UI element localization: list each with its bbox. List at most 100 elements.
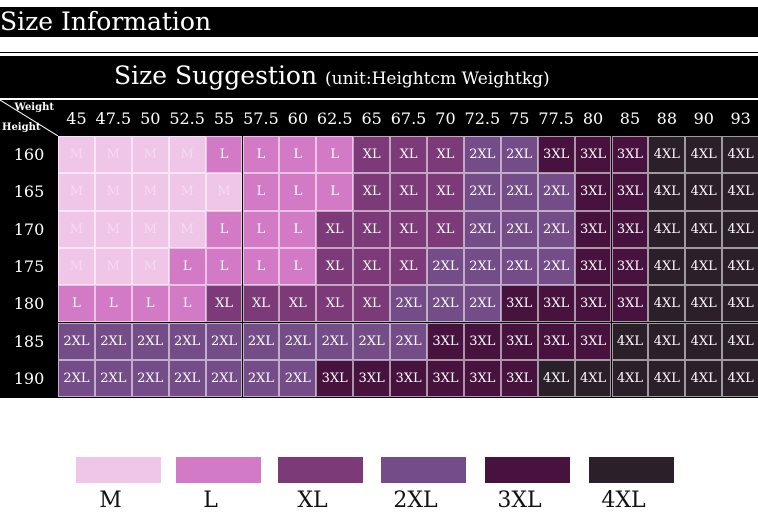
size-cell: 3XL: [574, 210, 612, 248]
size-cell: 3XL: [611, 173, 649, 211]
size-cell: 2XL: [131, 322, 169, 360]
size-cell: L: [58, 285, 95, 323]
size-cell: 3XL: [500, 285, 538, 323]
diagonal-line-icon: [0, 100, 58, 136]
size-cell: L: [316, 173, 354, 211]
size-cell: 2XL: [58, 322, 95, 360]
height-header: 165: [0, 173, 58, 211]
weight-header: 45: [58, 100, 95, 136]
size-cell: M: [58, 136, 95, 174]
size-cell: 2XL: [427, 247, 464, 286]
size-cell: XL: [427, 210, 464, 248]
suggestion-bar: Size Suggestion (unit:Heightcm Weightkg): [0, 56, 758, 98]
size-cell: XL: [316, 285, 354, 323]
weight-header: 65: [353, 100, 391, 136]
legend-label: M: [99, 488, 122, 513]
size-cell: 2XL: [463, 136, 501, 174]
size-cell: 4XL: [537, 359, 575, 398]
size-cell: 2XL: [463, 210, 501, 248]
size-cell: 3XL: [611, 247, 649, 286]
weight-header: 67.5: [390, 100, 427, 136]
weight-header: 88: [648, 100, 686, 136]
size-cell: 4XL: [611, 322, 649, 360]
size-cell: L: [242, 173, 280, 211]
size-cell: 4XL: [648, 285, 686, 323]
size-cell: 2XL: [427, 285, 464, 323]
size-cell: 2XL: [168, 359, 206, 398]
size-cell: L: [242, 247, 280, 286]
unit-note: (unit:Heightcm Weightkg): [325, 69, 550, 89]
size-cell: 2XL: [390, 322, 427, 360]
size-cell: XL: [353, 173, 391, 211]
size-cell: 4XL: [722, 173, 758, 211]
size-cell: M: [131, 136, 169, 174]
size-cell: 3XL: [574, 285, 612, 323]
size-cell: 4XL: [574, 359, 612, 398]
size-cell: 3XL: [427, 322, 464, 360]
size-cell: 3XL: [463, 359, 501, 398]
size-cell: 2XL: [463, 247, 501, 286]
divider: [0, 52, 758, 53]
size-cell: 4XL: [722, 136, 758, 174]
weight-header: 47.5: [94, 100, 132, 136]
legend-swatch: [278, 457, 363, 483]
legend-label: L: [203, 488, 218, 513]
size-cell: 2XL: [537, 210, 575, 248]
size-cell: 4XL: [648, 359, 686, 398]
suggestion-heading: Size Suggestion (unit:Heightcm Weightkg): [114, 60, 550, 95]
size-cell: 3XL: [353, 359, 391, 398]
corner-height-label: Height: [2, 122, 41, 133]
size-cell: 2XL: [390, 285, 427, 323]
size-cell: 3XL: [390, 359, 427, 398]
size-cell: 2XL: [500, 210, 538, 248]
size-cell: XL: [242, 285, 280, 323]
size-cell: 2XL: [537, 247, 575, 286]
weight-header: 52.5: [168, 100, 206, 136]
size-cell: XL: [427, 136, 464, 174]
weight-header: 85: [611, 100, 649, 136]
size-cell: XL: [316, 247, 354, 286]
weight-header: 70: [427, 100, 464, 136]
size-cell: 2XL: [131, 359, 169, 398]
size-cell: 3XL: [611, 136, 649, 174]
size-cell: 3XL: [537, 285, 575, 323]
weight-header: 50: [131, 100, 169, 136]
legend-swatch: [176, 457, 261, 483]
size-cell: 4XL: [648, 247, 686, 286]
size-cell: M: [168, 173, 206, 211]
size-cell: M: [58, 173, 95, 211]
size-cell: XL: [427, 173, 464, 211]
size-cell: 3XL: [537, 136, 575, 174]
size-cell: L: [94, 285, 132, 323]
size-cell: L: [205, 247, 243, 286]
table-corner: Weight Height: [0, 100, 58, 136]
size-cell: XL: [353, 285, 391, 323]
size-cell: 2XL: [500, 136, 538, 174]
size-cell: L: [279, 210, 317, 248]
size-cell: M: [94, 173, 132, 211]
height-header: 170: [0, 210, 58, 248]
size-cell: L: [316, 136, 354, 174]
size-cell: 3XL: [463, 322, 501, 360]
page-title: Size Information: [0, 7, 212, 36]
corner-weight-label: Weight: [14, 102, 54, 113]
size-cell: L: [205, 136, 243, 174]
size-cell: 4XL: [685, 247, 723, 286]
weight-header: 72.5: [463, 100, 501, 136]
weight-header: 80: [574, 100, 612, 136]
size-cell: 2XL: [279, 359, 317, 398]
weight-header: 90: [685, 100, 723, 136]
size-cell: M: [94, 247, 132, 286]
size-cell: 3XL: [500, 359, 538, 398]
size-cell: 3XL: [574, 136, 612, 174]
size-cell: 4XL: [648, 322, 686, 360]
size-cell: 3XL: [316, 359, 354, 398]
size-cell: XL: [205, 285, 243, 323]
size-cell: 3XL: [500, 322, 538, 360]
size-cell: 3XL: [611, 210, 649, 248]
height-header: 175: [0, 247, 58, 286]
size-cell: M: [58, 247, 95, 286]
size-cell: 4XL: [685, 285, 723, 323]
weight-header: 60: [279, 100, 317, 136]
weight-header: 93: [722, 100, 758, 136]
